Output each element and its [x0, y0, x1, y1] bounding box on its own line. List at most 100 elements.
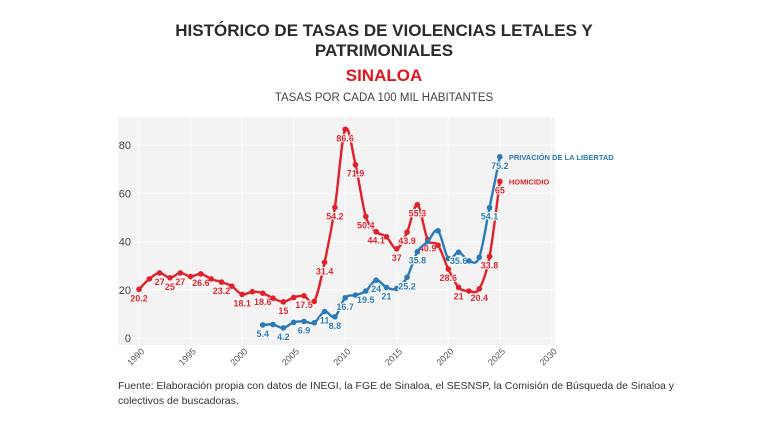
footer-source-line-2: colectivos de buscadoras.	[118, 395, 239, 407]
series-end-label: PRIVACIÓN DE LA LIBERTAD	[509, 153, 614, 162]
data-point	[455, 249, 462, 256]
data-point	[311, 298, 318, 305]
y-tick-label: 80	[119, 140, 131, 152]
x-tick-label: 1990	[125, 346, 146, 367]
x-tick-label: 2005	[280, 346, 301, 367]
data-point	[218, 279, 225, 285]
data-point	[445, 255, 452, 262]
data-label: 27	[175, 277, 185, 287]
data-label: 20.2	[130, 293, 148, 303]
data-point	[497, 178, 503, 185]
data-point	[414, 248, 421, 255]
data-label: 55.3	[409, 209, 427, 219]
data-point	[373, 277, 379, 283]
data-point	[393, 285, 400, 292]
data-point	[476, 254, 483, 261]
data-label: 54.2	[326, 211, 344, 221]
data-label: 40.9	[419, 243, 437, 253]
data-label: 24	[371, 284, 381, 294]
data-point	[280, 299, 287, 305]
data-point	[373, 228, 379, 235]
footer-source-line-1: Fuente: Elaboración propia con datos de …	[118, 380, 675, 392]
data-point	[270, 321, 276, 328]
data-label: 65	[495, 185, 505, 195]
series-homicidio: 20.2 27 25 27 26.623.218.1 18.6 15 17.5 31.4 54.2…	[129, 126, 550, 317]
data-label: 25	[165, 282, 175, 292]
data-label: 21	[454, 291, 464, 301]
data-point	[383, 284, 390, 291]
data-label: 21	[381, 291, 391, 301]
y-tick-label: 40	[119, 237, 131, 249]
data-point	[497, 153, 503, 160]
x-tick-label: 2000	[228, 346, 249, 367]
data-label: 20.4	[470, 293, 488, 303]
x-tick-label: 1995	[177, 346, 198, 367]
data-label: 11	[320, 315, 330, 325]
data-point	[311, 320, 318, 326]
data-point	[424, 238, 431, 245]
data-label: 18.1	[233, 298, 251, 308]
data-point	[290, 319, 297, 326]
chart-title-line-1: HISTÓRICO DE TASAS DE VIOLENCIAS LETALES…	[175, 21, 593, 40]
x-tick-label: 2010	[331, 346, 352, 367]
data-point	[249, 288, 256, 295]
data-label: 44.1	[367, 236, 385, 246]
data-point	[167, 274, 173, 281]
data-point	[393, 246, 400, 252]
data-point	[363, 213, 369, 220]
data-point	[301, 293, 307, 299]
data-point	[342, 126, 349, 133]
data-point	[187, 273, 194, 280]
data-point	[280, 325, 287, 331]
data-point	[332, 204, 338, 211]
data-label: 35.8	[409, 256, 427, 266]
data-label: 54.1	[481, 212, 499, 222]
data-point	[321, 259, 328, 266]
x-tick-label: 2025	[486, 346, 507, 367]
series-group: 20.2 27 25 27 26.623.218.1 18.6 15 17.5 31.4 54.2…	[129, 126, 614, 343]
data-label: 18.6	[254, 297, 272, 307]
y-tick-label: 20	[119, 285, 131, 297]
data-label: 5.4	[256, 329, 269, 339]
data-label: 28.6	[440, 273, 458, 283]
chart-region: SINALOA	[346, 66, 423, 85]
series-end-label: HOMICIDIO	[509, 177, 550, 186]
data-point	[198, 271, 204, 277]
data-label: 23.2	[213, 286, 231, 296]
data-point	[352, 161, 359, 168]
data-point	[486, 204, 493, 211]
x-tick-label: 2015	[383, 346, 404, 367]
data-label: 17.5	[295, 300, 313, 310]
data-point	[208, 276, 214, 282]
data-point	[146, 276, 153, 282]
x-tick-label: 2020	[434, 346, 455, 367]
data-label: 43.9	[398, 236, 416, 246]
data-point	[435, 227, 441, 234]
data-point	[239, 291, 245, 298]
data-point	[435, 242, 441, 249]
data-point	[404, 229, 410, 236]
data-point	[290, 294, 297, 301]
data-label: 71.9	[347, 169, 365, 179]
data-point	[466, 258, 472, 264]
data-point	[228, 283, 235, 289]
data-label: 35.6	[450, 256, 468, 266]
data-point	[414, 201, 421, 208]
data-label: 26.6	[192, 278, 210, 288]
data-label: 6.9	[298, 325, 311, 335]
data-point	[321, 308, 328, 315]
data-point	[136, 286, 142, 293]
data-label: 15	[278, 306, 288, 316]
data-label: 75.2	[491, 161, 509, 171]
data-point	[363, 288, 369, 294]
data-label: 25.2	[398, 281, 416, 291]
y-tick-label: 60	[119, 188, 131, 200]
data-label: 19.5	[357, 295, 375, 305]
data-point	[156, 270, 163, 276]
data-point	[259, 290, 266, 296]
data-point	[177, 270, 184, 276]
y-tick-label: 0	[125, 333, 131, 345]
data-point	[383, 233, 390, 240]
